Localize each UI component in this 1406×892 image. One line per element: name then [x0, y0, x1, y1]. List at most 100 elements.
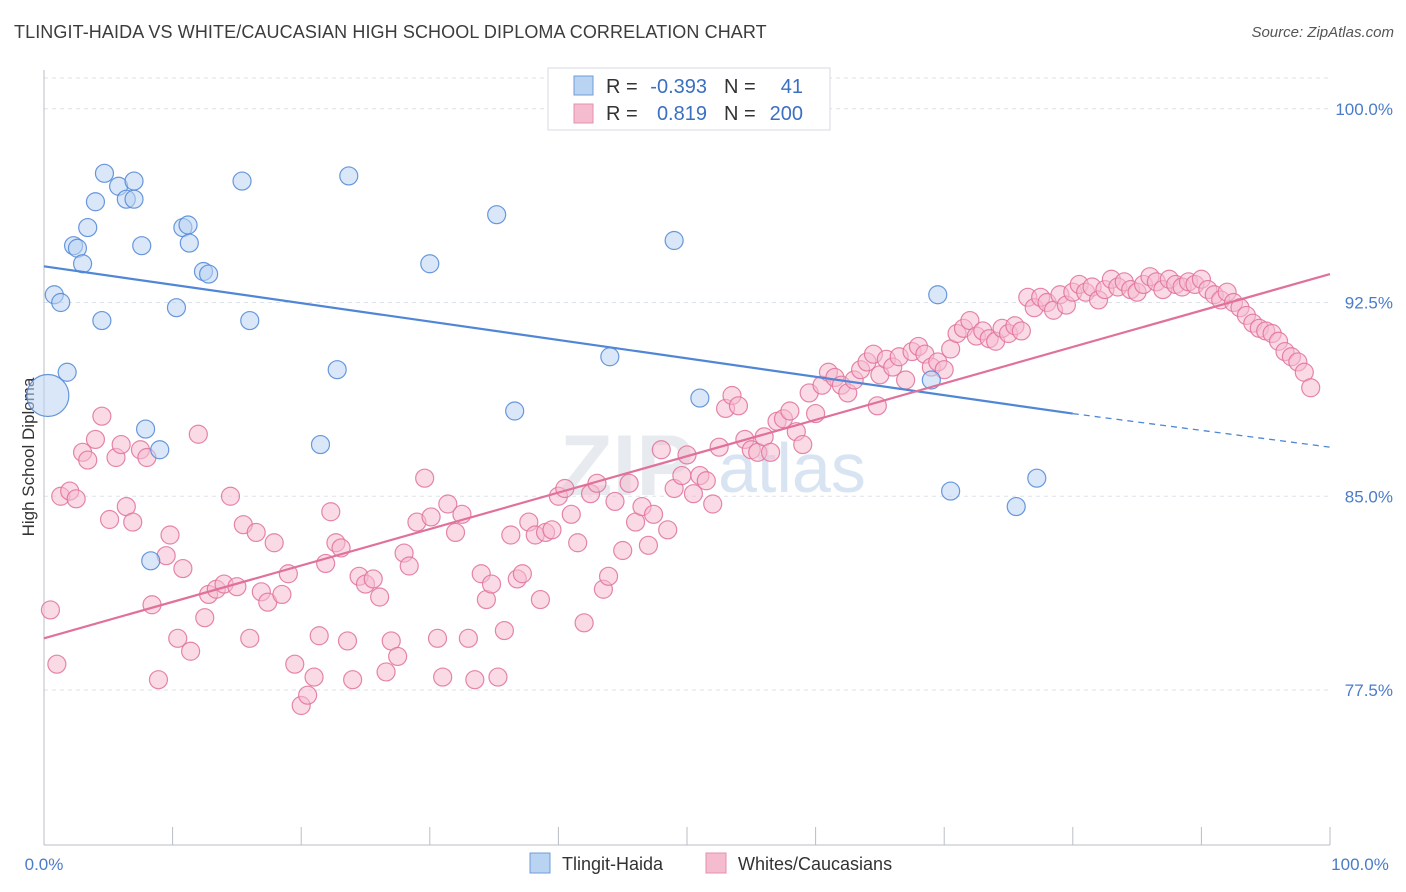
tlingit-point-7	[78, 217, 98, 238]
tlingit-point-17	[141, 551, 161, 571]
whites-point-102	[683, 484, 704, 504]
stats-r-value-blue: -0.393	[650, 76, 707, 98]
stats-r-value-pink: 0.819	[657, 103, 707, 125]
whites-point-13	[123, 512, 143, 532]
stats-n-label-blue: N =	[724, 76, 756, 98]
stats-swatch-pink	[573, 103, 594, 124]
legend-label-tlingit: Tlingit-Haida	[562, 854, 664, 874]
whites-point-109	[728, 396, 749, 416]
whites-point-23	[188, 424, 208, 444]
whites-point-67	[465, 670, 485, 690]
x-tick-label-max: 100.0%	[1331, 855, 1389, 874]
whites-point-20	[168, 628, 188, 648]
stats-swatch-blue	[573, 75, 594, 96]
chart-source: Source: ZipAtlas.com	[1251, 24, 1394, 41]
whites-point-90	[605, 491, 625, 512]
whites-point-21	[173, 558, 193, 579]
tlingit-point-24	[199, 264, 219, 284]
y-tick-label-3: 100.0%	[1335, 100, 1393, 119]
tlingit-point-9	[94, 163, 115, 183]
tlingit-point-13	[124, 171, 144, 191]
whites-point-52	[370, 587, 390, 607]
whites-point-64	[445, 522, 466, 543]
y-tick-labels: 77.5% 85.0% 92.5% 100.0%	[1335, 100, 1393, 700]
whites-point-91	[613, 540, 633, 561]
tlingit-point-14	[92, 310, 112, 331]
whites-point-141	[934, 360, 954, 380]
whites-point-41	[304, 667, 324, 687]
whites-point-44	[321, 502, 341, 522]
tlingit-point-34	[664, 230, 684, 251]
series-tlingit-points	[26, 163, 1047, 571]
whites-point-32	[246, 522, 266, 543]
whites-point-31	[240, 628, 260, 648]
y-tick-label-2: 92.5%	[1345, 294, 1393, 313]
y-tick-label-1: 85.0%	[1345, 487, 1393, 506]
tlingit-point-35	[690, 388, 710, 408]
whites-point-7	[85, 429, 106, 450]
whites-point-19	[160, 525, 180, 545]
whites-point-42	[309, 626, 329, 646]
whites-point-62	[433, 667, 453, 687]
whites-point-89	[598, 566, 619, 586]
y-tick-label-0: 77.5%	[1345, 681, 1393, 700]
whites-point-61	[427, 628, 448, 648]
tlingit-point-39	[1006, 496, 1026, 517]
tlingit-point-12	[124, 189, 144, 209]
whites-point-59	[415, 468, 435, 488]
whites-point-6	[78, 450, 98, 470]
whites-point-66	[458, 628, 478, 648]
whites-point-71	[488, 667, 508, 687]
tlingit-point-25	[232, 171, 252, 191]
whites-point-36	[272, 584, 292, 605]
whites-point-135	[896, 370, 916, 390]
whites-point-105	[703, 494, 723, 514]
tlingit-point-19	[166, 298, 187, 318]
whites-point-29	[227, 577, 247, 597]
whites-point-80	[542, 520, 562, 540]
whites-point-9	[99, 509, 120, 530]
watermark-zip: ZIP	[560, 418, 694, 514]
whites-point-8	[92, 406, 112, 426]
whites-point-1	[47, 654, 67, 674]
whites-point-85	[574, 613, 594, 633]
tlingit-point-16	[135, 419, 156, 439]
tlingit-point-38	[941, 481, 961, 501]
whites-point-75	[512, 564, 532, 584]
whites-point-63	[438, 494, 458, 514]
whites-point-96	[643, 504, 664, 524]
tlingit-point-21	[178, 215, 198, 235]
whites-point-119	[793, 434, 813, 455]
tlingit-point-26	[240, 310, 260, 331]
whites-point-114	[760, 442, 781, 462]
whites-point-101	[677, 445, 697, 465]
tlingit-point-29	[339, 166, 359, 186]
whites-point-84	[568, 533, 588, 553]
grid-lines	[44, 77, 1330, 691]
whites-point-28	[220, 486, 241, 506]
whites-point-198	[1301, 378, 1321, 398]
whites-point-16	[142, 595, 162, 615]
trend-line-tlingit	[43, 265, 1073, 415]
whites-point-83	[561, 504, 581, 524]
tlingit-point-28	[327, 360, 347, 380]
whites-point-22	[181, 641, 201, 661]
whites-point-55	[388, 646, 408, 667]
tlingit-point-40	[1027, 468, 1047, 488]
trend-line-tlingit-extension	[1072, 412, 1331, 448]
whites-point-0	[40, 600, 61, 620]
whites-point-60	[421, 507, 441, 527]
whites-point-70	[481, 574, 502, 594]
tlingit-point-31	[487, 205, 507, 225]
tlingit-point-36	[921, 370, 941, 390]
whites-point-38	[285, 654, 305, 674]
tlingit-point-15	[132, 236, 152, 256]
whites-point-153	[1011, 321, 1031, 341]
whites-point-57	[399, 556, 419, 576]
stats-n-value-pink: 200	[770, 103, 803, 125]
whites-point-78	[530, 589, 550, 610]
whites-point-100	[672, 465, 692, 486]
whites-point-53	[376, 662, 396, 682]
series-legend: Tlingit-Haida Whites/Caucasians	[529, 852, 892, 874]
tlingit-point-32	[505, 401, 525, 421]
